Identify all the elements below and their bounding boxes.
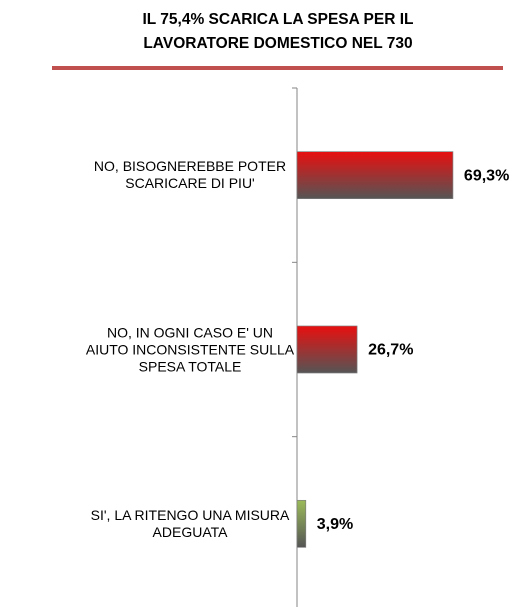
title-rule xyxy=(52,66,503,70)
category-label: SI', LA RITENGO UNA MISURA ADEGUATA xyxy=(90,506,290,540)
chart-title: LAVORATORE DOMESTICO NEL 730 xyxy=(143,35,412,52)
bar xyxy=(296,325,358,374)
value-label: 3,9% xyxy=(317,516,353,533)
value-label: 69,3% xyxy=(464,167,509,184)
chart-title: IL 75,4% SCARICA LA SPESA PER IL xyxy=(142,11,413,28)
category-label: NO, IN OGNI CASO E' UN AIUTO INCONSISTEN… xyxy=(85,324,295,374)
category-label: NO, BISOGNEREBBE POTER SCARICARE DI PIU' xyxy=(93,158,287,192)
bar xyxy=(296,151,454,200)
value-label: 26,7% xyxy=(368,342,413,359)
bar xyxy=(296,499,307,548)
